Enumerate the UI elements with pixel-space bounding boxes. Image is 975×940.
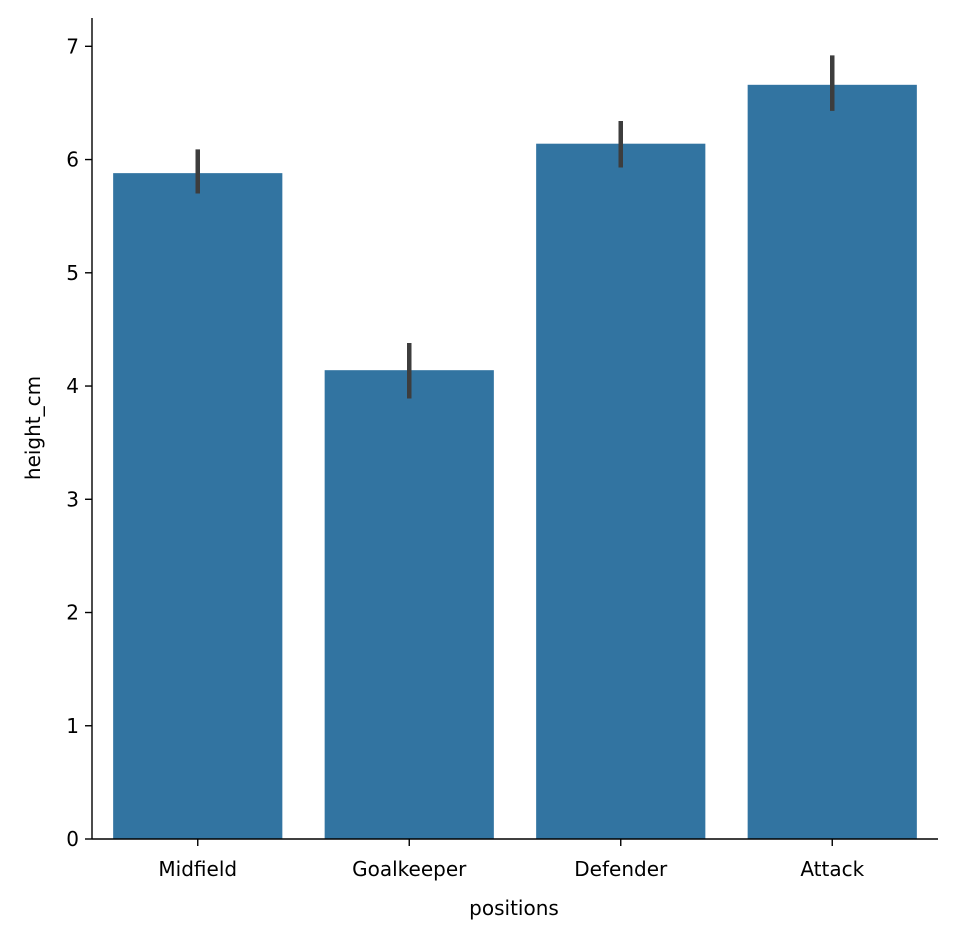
y-tick-label: 6 (66, 148, 79, 172)
y-tick-label: 7 (66, 34, 79, 58)
y-ticks-layer: 0 1 2 3 4 5 6 7 (66, 34, 92, 851)
error-bars-layer (195, 55, 835, 399)
bars-layer (113, 84, 917, 839)
x-tick-label: Midfield (158, 857, 237, 881)
y-tick-label: 5 (66, 261, 79, 285)
x-tick-label: Goalkeeper (352, 857, 467, 881)
axes-layer (91, 18, 938, 840)
y-tick-label: 2 (66, 601, 79, 625)
y-tick-label: 4 (66, 374, 79, 398)
bar-midfield (113, 173, 283, 839)
y-tick-label: 3 (66, 487, 79, 511)
x-tick-label: Defender (574, 857, 668, 881)
bar-attack (747, 84, 917, 839)
bar-goalkeeper (324, 370, 494, 839)
x-tick-label: Attack (800, 857, 864, 881)
y-axis-title: height_cm (21, 376, 45, 480)
bar-defender (536, 143, 706, 839)
y-tick-label: 0 (66, 827, 79, 851)
x-ticks-layer: Midfield Goalkeeper Defender Attack (158, 839, 865, 881)
y-tick-label: 1 (66, 714, 79, 738)
x-axis-title: positions (469, 896, 559, 920)
